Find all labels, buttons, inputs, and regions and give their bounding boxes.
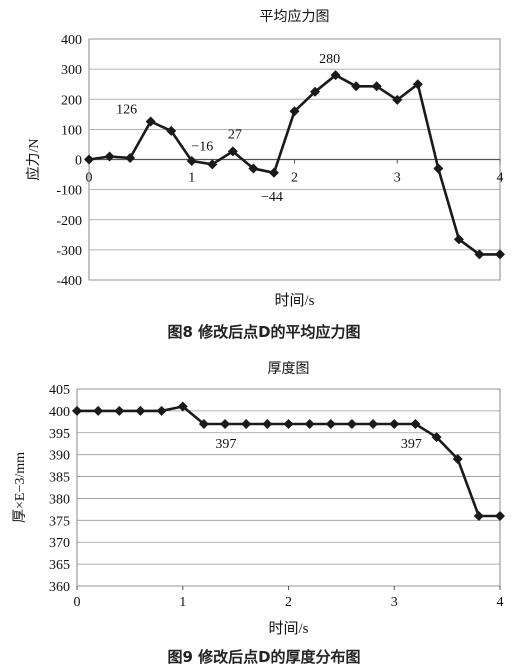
data-point-marker	[262, 419, 273, 430]
x-tick-label: 1	[188, 171, 195, 186]
data-point-marker	[412, 79, 423, 90]
plot-area-frame	[76, 388, 501, 587]
data-point-marker	[114, 405, 125, 416]
data-point-marker	[72, 405, 82, 416]
y-tick-label: 360	[49, 580, 70, 595]
data-point-marker	[220, 419, 231, 430]
data-point-marker	[325, 419, 336, 430]
data-point-marker	[248, 163, 259, 174]
y-tick-label: 365	[49, 558, 70, 573]
data-label: 27	[228, 127, 242, 142]
y-axis-label: 应力/N	[25, 139, 42, 181]
x-axis-label: 时间/s	[274, 292, 314, 309]
x-tick-label: 3	[394, 171, 401, 186]
y-tick-label: 390	[49, 449, 70, 464]
x-tick-label: 3	[391, 595, 398, 610]
chart-title: 厚度图	[268, 361, 310, 377]
x-tick-label: 0	[86, 171, 93, 186]
data-point-marker	[227, 146, 238, 157]
data-point-marker	[84, 154, 94, 165]
data-point-marker	[473, 510, 484, 521]
figure-8-caption: 图8 修改后点D的平均应力图	[167, 323, 361, 341]
y-tick-label: 380	[49, 492, 70, 507]
data-point-marker	[145, 116, 156, 127]
data-point-marker	[283, 419, 294, 430]
data-point-marker	[241, 419, 252, 430]
y-tick-label: 395	[49, 427, 70, 442]
data-label: 280	[319, 52, 340, 67]
y-axis-label: 厚×E−3/mm	[13, 452, 28, 523]
figure-9-caption: 图9 修改后点D的厚度分布图	[167, 648, 361, 666]
y-tick-label: 400	[61, 33, 82, 48]
data-point-marker	[392, 94, 403, 105]
x-tick-label: 1	[179, 595, 186, 610]
data-point-marker	[304, 419, 315, 430]
data-label: 126	[116, 103, 137, 118]
average-stress-chart: -400 -300 -200 -100 0 100 200 300 400 0 1 2 3 4 平均应力图时…	[25, 8, 505, 309]
data-point-marker	[410, 419, 421, 430]
data-point-marker	[310, 86, 321, 97]
x-tick-label: 2	[291, 171, 298, 186]
y-tick-label: 370	[49, 536, 70, 551]
data-label: −16	[191, 139, 213, 154]
data-point-marker	[330, 70, 341, 81]
data-point-marker	[346, 419, 357, 430]
y-tick-label: -300	[56, 244, 82, 259]
y-tick-label: -100	[56, 184, 82, 199]
data-point-marker	[177, 401, 188, 412]
data-point-marker	[166, 125, 177, 136]
data-label: −44	[261, 190, 283, 205]
y-tick-label: -200	[56, 214, 82, 229]
data-point-marker	[351, 81, 362, 92]
data-point-marker	[371, 81, 382, 92]
y-tick-label: 100	[61, 123, 82, 138]
data-point-marker	[93, 405, 104, 416]
y-tick-label: 300	[61, 63, 82, 78]
y-tick-label: 405	[49, 383, 70, 398]
data-point-marker	[268, 167, 279, 178]
data-point-marker	[104, 151, 115, 162]
data-point-marker	[289, 106, 300, 117]
x-tick-label: 2	[285, 595, 292, 610]
data-point-marker	[125, 152, 136, 163]
x-tick-label: 4	[497, 595, 504, 610]
y-tick-label: 375	[49, 514, 70, 529]
data-label: 397	[401, 437, 422, 452]
data-point-marker	[198, 419, 209, 430]
data-point-marker	[156, 405, 167, 416]
data-point-marker	[135, 405, 146, 416]
x-axis-label: 时间/s	[268, 620, 308, 637]
data-point-marker	[433, 163, 444, 174]
data-point-marker	[389, 419, 400, 430]
y-tick-label: 385	[49, 471, 70, 486]
data-point-marker	[452, 454, 463, 465]
data-point-marker	[368, 419, 379, 430]
chart-title: 平均应力图	[260, 8, 330, 25]
y-tick-label: 0	[75, 154, 82, 169]
y-tick-label: 200	[61, 93, 82, 108]
y-tick-label: -400	[56, 274, 82, 289]
data-point-marker	[186, 156, 197, 167]
data-point-marker	[453, 234, 464, 245]
x-tick-label: 4	[497, 171, 504, 186]
x-tick-label: 0	[74, 595, 81, 610]
thickness-chart: 360 365 370 375 380 385 390 395 400 405 0 1 2 3 4 厚度图时间…	[13, 361, 505, 637]
data-label: 397	[215, 437, 236, 452]
data-point-marker	[495, 249, 505, 260]
y-tick-label: 400	[49, 405, 70, 420]
data-point-marker	[474, 249, 485, 260]
data-point-marker	[431, 432, 442, 443]
data-point-marker	[495, 510, 505, 521]
data-point-marker	[207, 159, 218, 170]
